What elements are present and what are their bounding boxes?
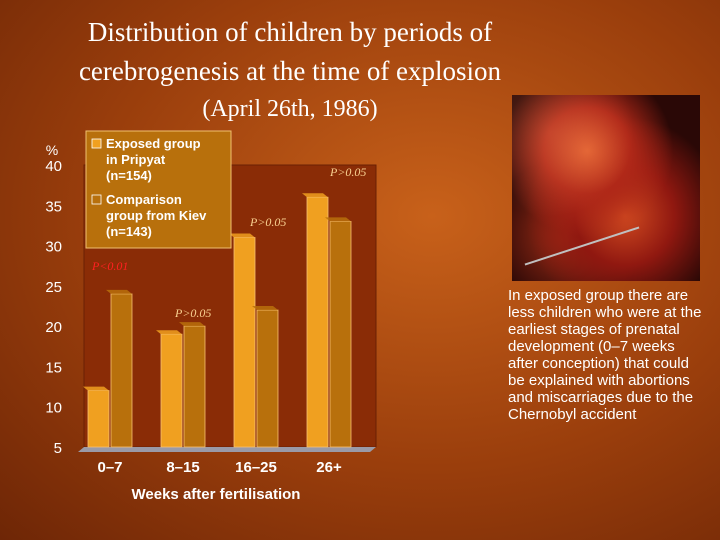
- x-axis-label: Weeks after fertilisation: [132, 486, 301, 503]
- x-tick-label: 8–15: [166, 459, 199, 476]
- bar-top-1-0: [106, 289, 132, 294]
- legend-entry: Comparison group from Kiev (n=143): [106, 192, 207, 239]
- x-tick-label: 26+: [316, 459, 342, 476]
- bar-top-1-1: [179, 322, 205, 327]
- legend-swatch: [91, 138, 102, 149]
- bar-1-2: [256, 309, 279, 448]
- bar-1-1: [183, 325, 206, 448]
- explanation-text: In exposed group there are less children…: [508, 287, 702, 423]
- bar-top-0-1: [156, 330, 182, 335]
- slide-subtitle-date: (April 26th, 1986): [202, 96, 378, 122]
- x-tick-label: 16–25: [235, 459, 277, 476]
- p-value-annotation: P>0.05: [249, 215, 286, 229]
- bar-1-3: [329, 220, 352, 448]
- legend-swatch: [91, 194, 102, 205]
- bar-1-0: [110, 293, 133, 448]
- bar-top-1-3: [325, 217, 351, 222]
- bar-top-0-2: [229, 233, 255, 238]
- slide-title-line2: cerebrogenesis at the time of explosion: [78, 56, 502, 86]
- y-tick-label: 30: [45, 239, 62, 256]
- p-value-annotation: P>0.05: [174, 306, 211, 320]
- bar-top-0-3: [302, 193, 328, 198]
- p-value-annotation: P>0.05: [329, 165, 366, 179]
- y-tick-label: 40: [45, 158, 62, 175]
- y-tick-label: 25: [45, 279, 62, 296]
- bar-0-3: [306, 196, 329, 448]
- chart-floor: [78, 447, 376, 452]
- y-tick-label: 15: [45, 359, 62, 376]
- fetus-photo: [512, 95, 700, 281]
- y-tick-label: 10: [45, 400, 62, 417]
- p-value-annotation: P<0.01: [91, 259, 128, 273]
- y-axis-label: %: [46, 142, 58, 158]
- photo-highlight: [512, 95, 700, 281]
- x-tick-label: 0–7: [97, 459, 122, 476]
- y-tick-label: 5: [54, 440, 62, 457]
- bar-0-2: [233, 237, 256, 448]
- y-tick-label: 20: [45, 319, 62, 336]
- y-tick-label: 35: [45, 198, 62, 215]
- bar-0-0: [87, 390, 110, 448]
- bar-top-0-0: [83, 386, 109, 391]
- legend-box: [85, 130, 232, 249]
- legend-entry: Exposed group in Pripyat (n=154): [106, 136, 201, 183]
- slide-title-line1: Distribution of children by periods of: [87, 17, 493, 47]
- bar-top-1-2: [252, 306, 278, 311]
- bar-0-1: [160, 333, 183, 448]
